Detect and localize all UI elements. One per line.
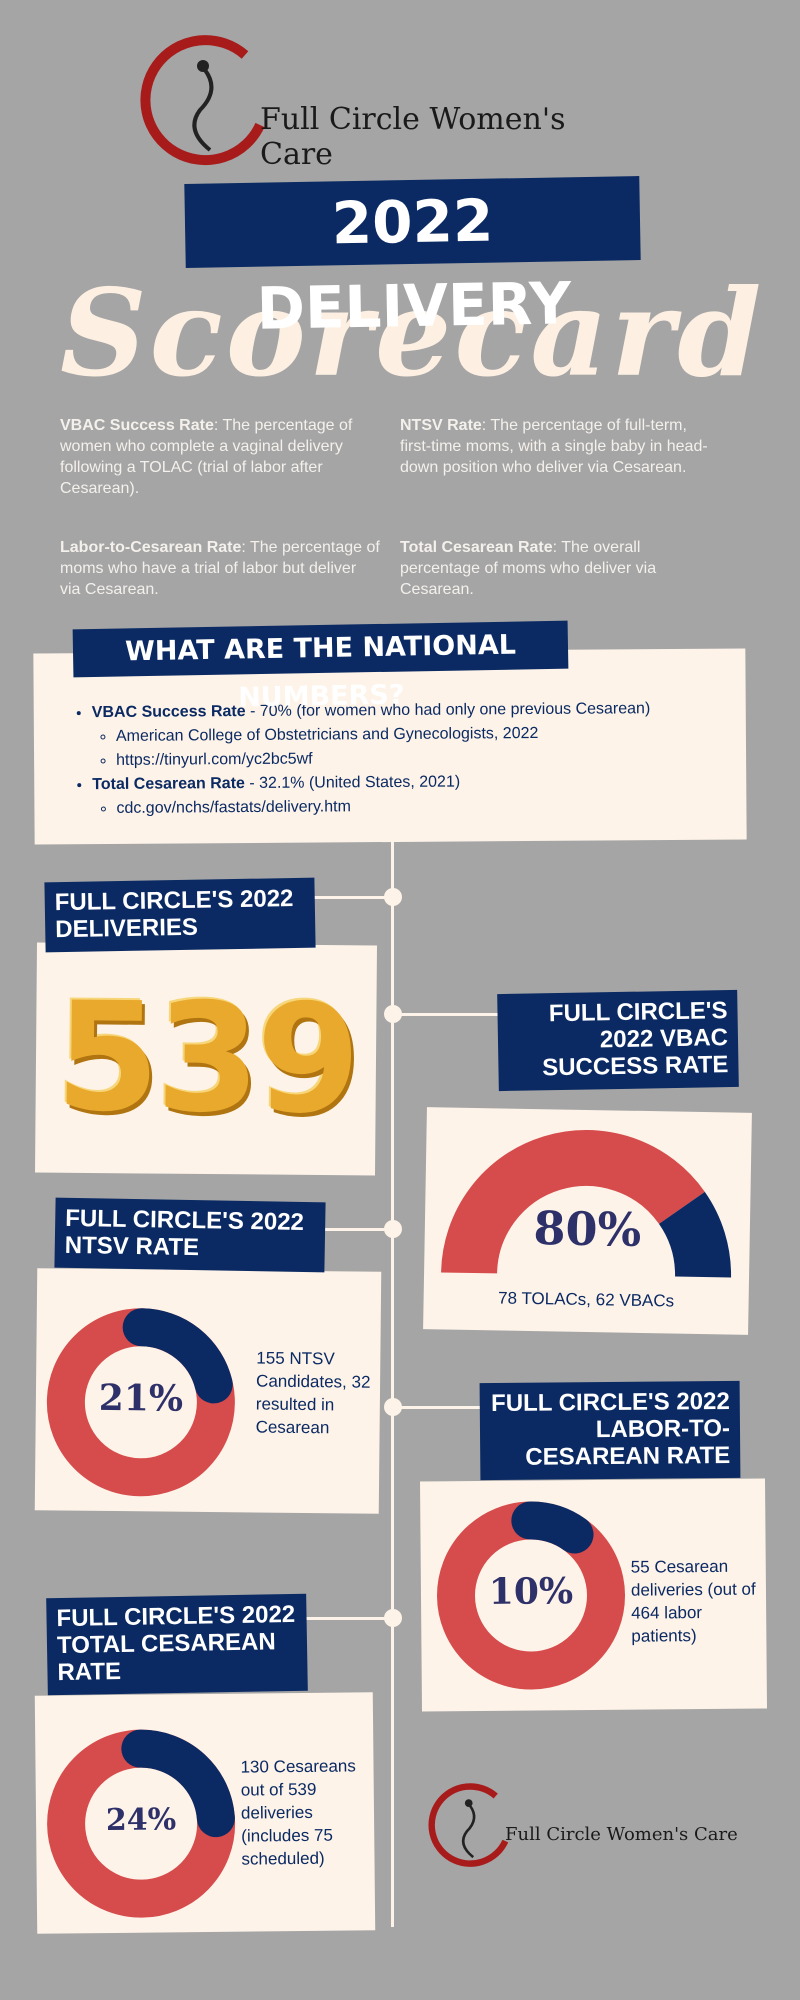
deliveries-heading: FULL CIRCLE'S 2022 DELIVERIES bbox=[44, 877, 316, 953]
timeline-dot bbox=[384, 1005, 402, 1023]
connector bbox=[300, 1228, 392, 1231]
total-value: 24% bbox=[105, 1802, 177, 1839]
timeline-dot bbox=[384, 1609, 402, 1627]
title-banner: 2022 DELIVERY bbox=[184, 176, 641, 343]
definition-labor: Labor-to-Cesarean Rate: The percentage o… bbox=[60, 539, 380, 598]
ntsv-value: 21% bbox=[98, 1376, 184, 1420]
gauge-success-arc bbox=[441, 1130, 705, 1275]
vbac-card: 80% 78 TOLACs, 62 VBACs bbox=[423, 1107, 752, 1335]
total-note: 130 Cesareans out of 539 deliveries (inc… bbox=[240, 1756, 356, 1869]
deliveries-value: 539 bbox=[54, 970, 358, 1148]
national-source-link[interactable]: cdc.gov/nchs/fastats/delivery.htm bbox=[116, 793, 651, 821]
labor-card: 10% 55 Cesarean deliveries (out of 464 l… bbox=[420, 1478, 767, 1712]
footer-logo: Full Circle Women's Care bbox=[425, 1780, 795, 1875]
donut-segment bbox=[121, 1729, 235, 1838]
deliveries-card: 539 bbox=[35, 942, 377, 1176]
timeline-dot bbox=[384, 1398, 402, 1416]
labor-note: 55 Cesarean deliveries (out of 464 labor… bbox=[630, 1556, 756, 1646]
national-heading: WHAT ARE THE NATIONAL NUMBERS? bbox=[72, 620, 569, 713]
logo-circle-icon bbox=[428, 1783, 509, 1867]
definition-ntsv: NTSV Rate: The percentage of full-term, … bbox=[400, 417, 708, 476]
ntsv-note: 155 NTSV Candidates, 32 resulted in Cesa… bbox=[255, 1348, 371, 1438]
labor-donut-chart bbox=[437, 1501, 626, 1690]
donut-segment bbox=[511, 1501, 594, 1554]
title-scorecard: Scorecard bbox=[60, 274, 761, 394]
donut-segment bbox=[122, 1308, 233, 1404]
connector bbox=[392, 1406, 492, 1409]
connector bbox=[300, 1617, 392, 1620]
gauge-remainder-arc bbox=[658, 1191, 732, 1278]
vbac-heading: FULL CIRCLE'S 2022 VBAC SUCCESS RATE bbox=[497, 989, 739, 1091]
total-card: 24% 130 Cesareans out of 539 deliveries … bbox=[34, 1692, 376, 1934]
vbac-value: 80% bbox=[533, 1201, 642, 1257]
logo-text: Full Circle Women's Care bbox=[260, 102, 566, 172]
labor-heading: FULL CIRCLE'S 2022 LABOR-TO-CESAREAN RAT… bbox=[479, 1380, 741, 1480]
definition-total: Total Cesarean Rate: The overall percent… bbox=[400, 539, 657, 598]
connector bbox=[300, 896, 392, 899]
timeline-dot bbox=[384, 1220, 402, 1238]
timeline-line bbox=[391, 842, 394, 1927]
labor-value: 10% bbox=[488, 1570, 574, 1613]
connector bbox=[392, 1013, 502, 1016]
vbac-gauge bbox=[441, 1130, 732, 1278]
logo-text: Full Circle Women's Care bbox=[505, 1824, 738, 1845]
logo: Full Circle Women's Care bbox=[135, 30, 635, 180]
definition-vbac: VBAC Success Rate: The percentage of wom… bbox=[60, 417, 353, 497]
ntsv-heading: FULL CIRCLE'S 2022 NTSV RATE bbox=[54, 1197, 326, 1273]
total-donut-chart bbox=[47, 1729, 236, 1918]
vbac-note: 78 TOLACs, 62 VBACs bbox=[497, 1288, 675, 1311]
logo-circle-icon bbox=[140, 35, 265, 166]
ntsv-donut-chart bbox=[46, 1308, 235, 1497]
total-heading: FULL CIRCLE'S 2022 TOTAL CESAREAN RATE bbox=[46, 1593, 308, 1695]
timeline-dot bbox=[384, 888, 402, 906]
ntsv-card: 21% 155 NTSV Candidates, 32 resulted in … bbox=[34, 1268, 382, 1514]
national-item-total: Total Cesarean Rate - 32.1% (United Stat… bbox=[92, 769, 651, 821]
